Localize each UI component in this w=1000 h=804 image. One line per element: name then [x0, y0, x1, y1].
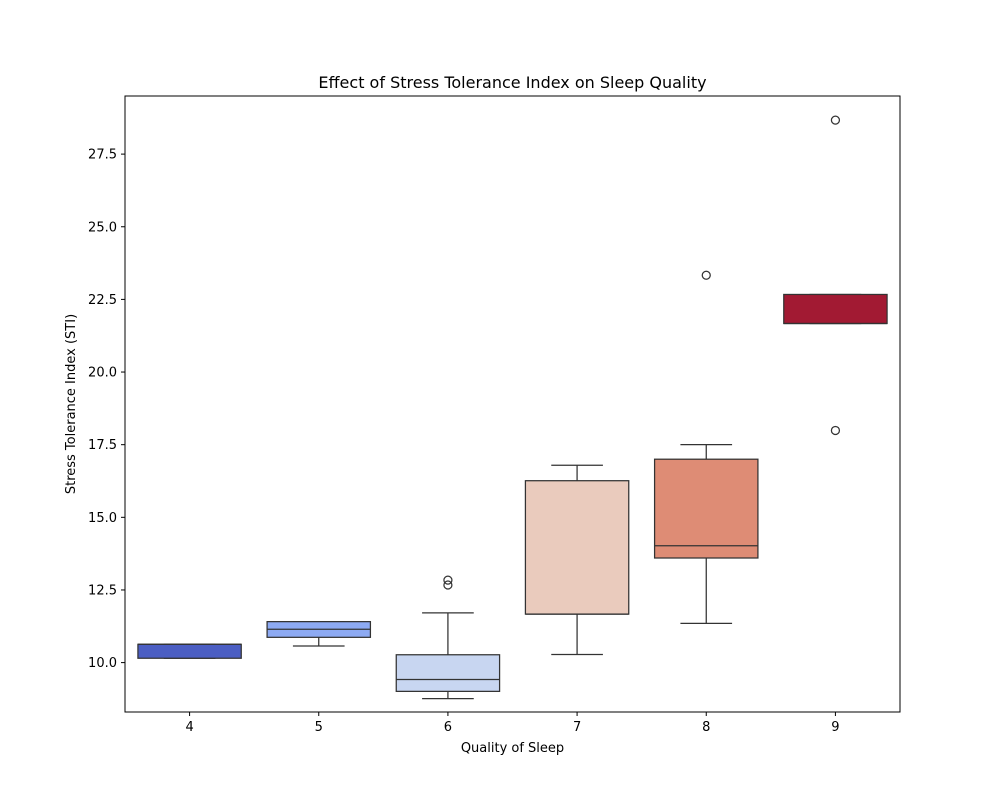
outlier-point [443, 575, 453, 585]
y-tick-label: 20.0 [88, 366, 117, 381]
box [395, 654, 501, 692]
outlier-point [830, 115, 841, 125]
box-group-8 [653, 270, 759, 625]
box [783, 293, 888, 325]
y-tick-label: 10.0 [88, 656, 117, 671]
x-tick-label: 9 [831, 720, 839, 735]
y-axis-label: Stress Tolerance Index (STI) [64, 314, 79, 494]
y-tick-label: 15.0 [88, 511, 117, 526]
x-tick-label: 4 [185, 720, 193, 735]
x-tick-label: 7 [573, 720, 581, 735]
y-tick-label: 12.5 [88, 583, 117, 598]
outlier-point [443, 580, 453, 590]
axes: 4 5 6 7 8 9 10.0 12.5 15.0 17.5 20.0 22.5 25.0 27.5 [88, 148, 840, 735]
box-group-6 [395, 575, 501, 700]
box-group-9 [783, 115, 888, 436]
y-tick-label: 27.5 [88, 148, 117, 163]
box [137, 643, 242, 659]
box-group-4 [137, 643, 242, 659]
x-tick-label: 6 [444, 720, 452, 735]
box [653, 458, 759, 559]
y-tick-label: 25.0 [88, 220, 117, 235]
y-tick-label: 17.5 [88, 438, 117, 453]
box-group-5 [266, 621, 372, 647]
x-axis-label: Quality of Sleep [461, 741, 564, 756]
outlier-point [701, 270, 711, 280]
x-tick-label: 5 [315, 720, 323, 735]
chart-title: Effect of Stress Tolerance Index on Slee… [318, 73, 706, 92]
box-group-7 [524, 464, 630, 656]
y-tick-label: 22.5 [88, 293, 117, 308]
x-tick-label: 8 [702, 720, 710, 735]
plot-marks [137, 115, 888, 700]
outlier-point [830, 425, 841, 436]
box [524, 480, 630, 615]
plot-area-frame [124, 95, 901, 713]
